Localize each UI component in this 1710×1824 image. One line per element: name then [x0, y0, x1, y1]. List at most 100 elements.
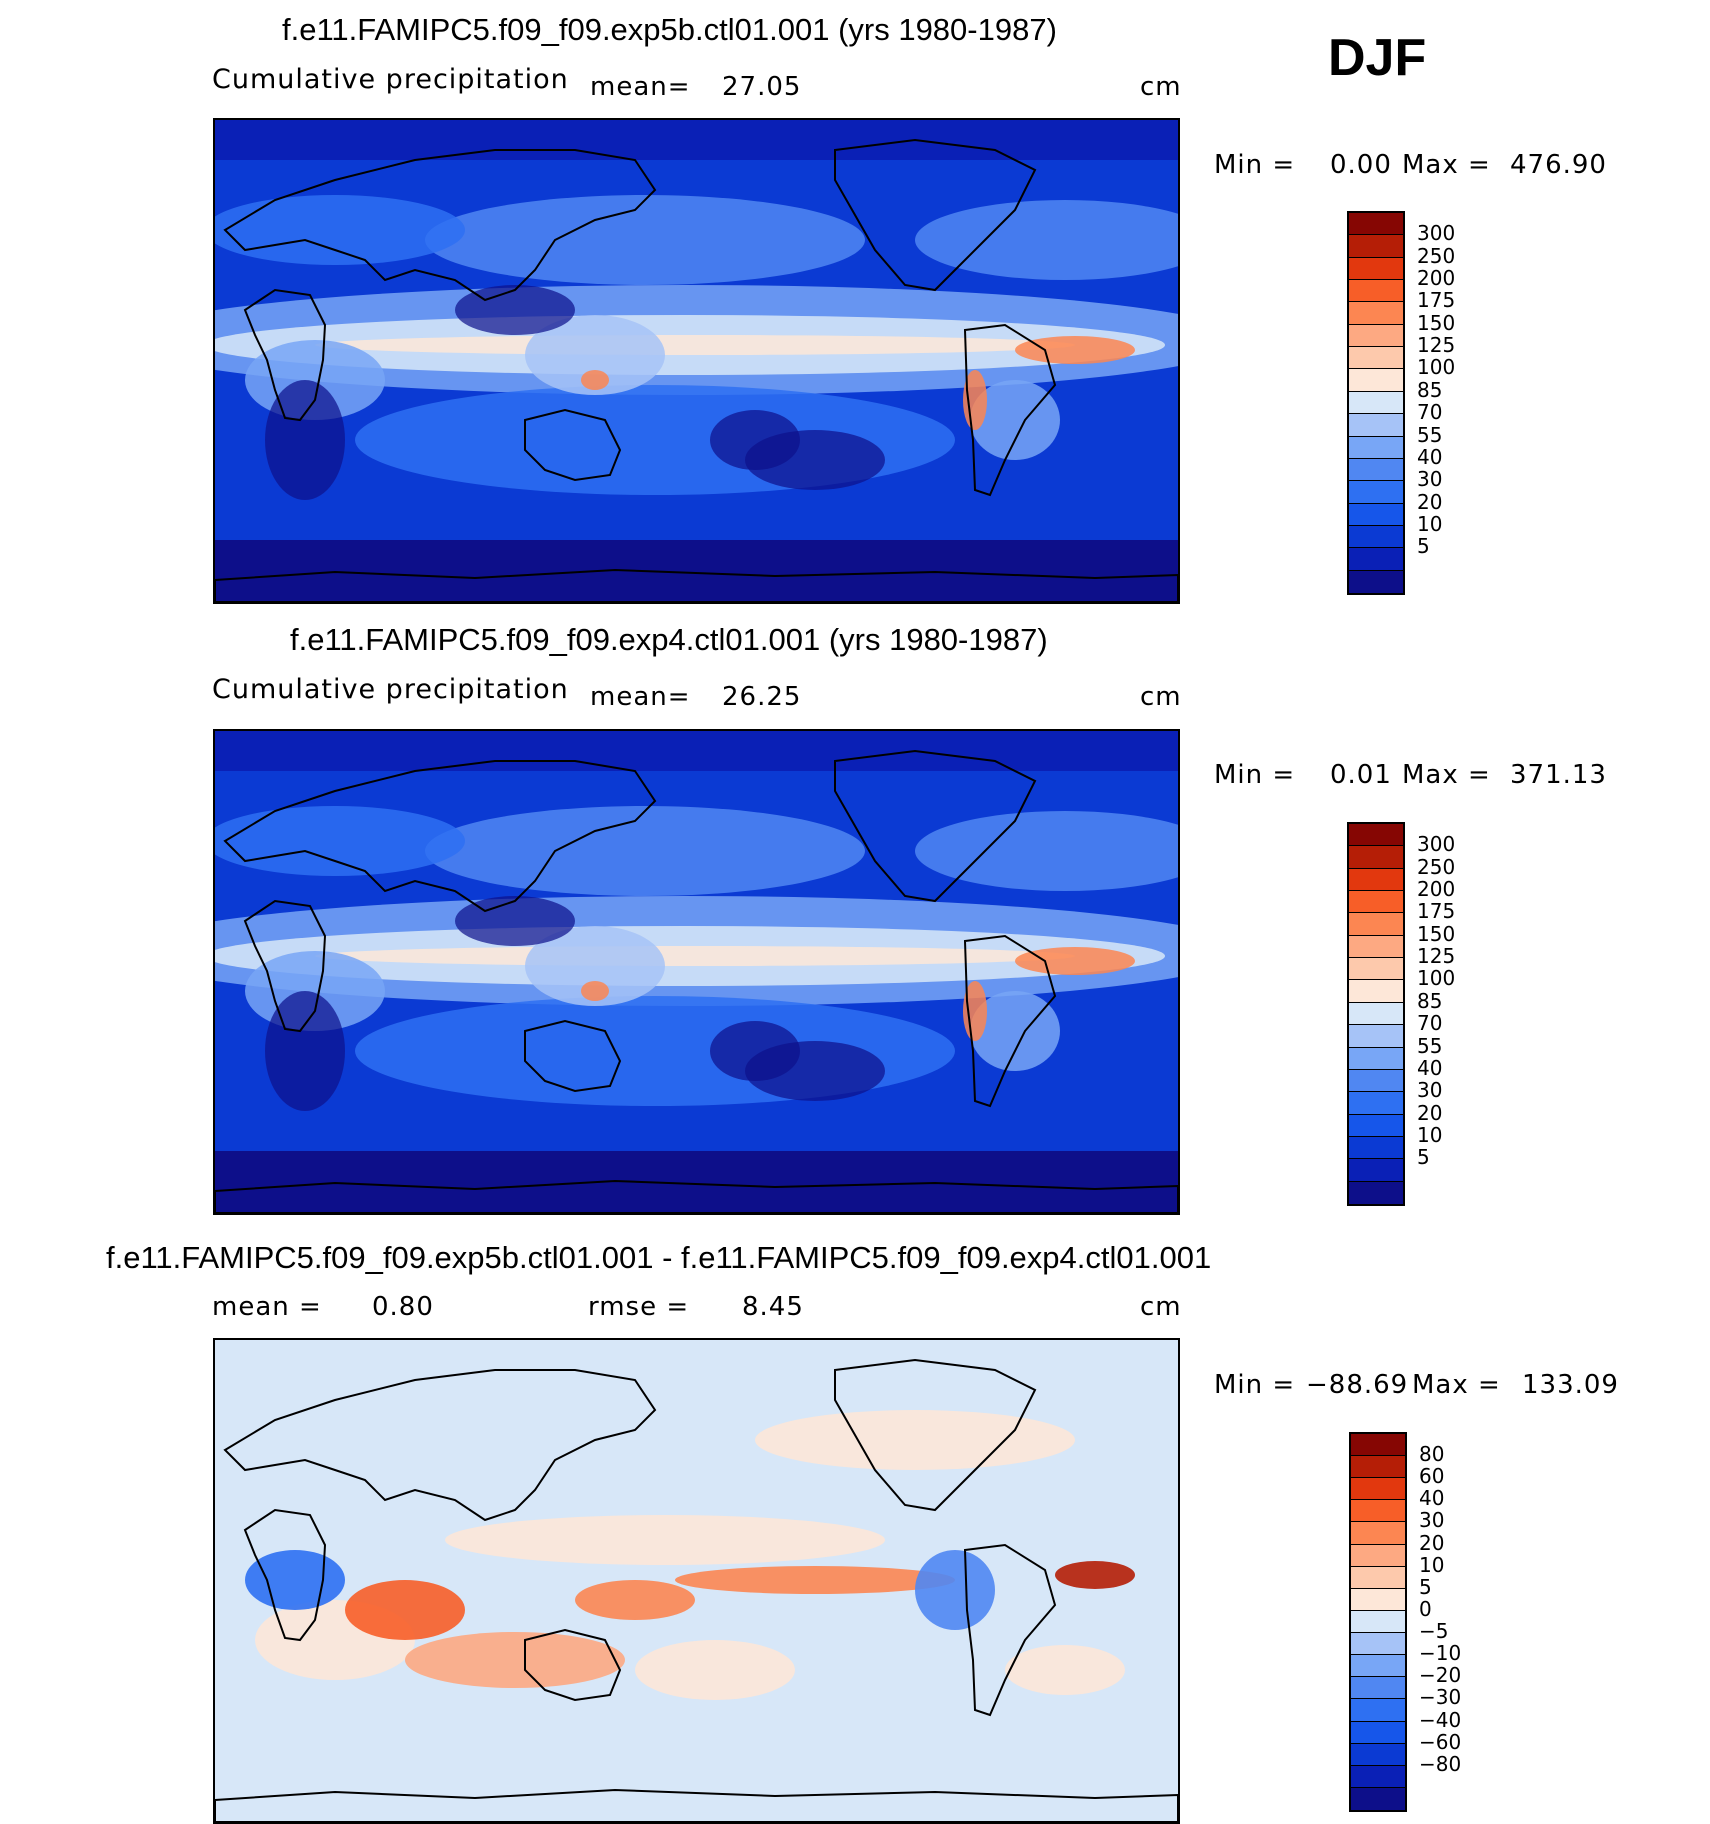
colorbar-swatch [1349, 1069, 1403, 1093]
panel1-max-value: 476.90 [1510, 150, 1607, 180]
colorbar-tick-label: 125 [1417, 333, 1456, 358]
colorbar-swatch [1349, 347, 1403, 370]
colorbar-tick-label: 150 [1417, 310, 1456, 335]
map-coastline [524, 1628, 622, 1702]
map-precip-region [915, 200, 1178, 280]
colorbar-tick-label: 55 [1417, 1033, 1443, 1058]
map-precip-region [970, 991, 1060, 1071]
colorbar-swatch [1349, 1092, 1403, 1115]
map-precip-region [215, 195, 465, 265]
panel1-mean-label: mean= [590, 72, 691, 102]
colorbar-tick-label: 40 [1417, 444, 1443, 469]
map-anomaly-region [915, 1550, 995, 1630]
panel1-max-label: Max = [1402, 150, 1491, 180]
colorbar-swatch [1349, 846, 1403, 869]
colorbar-tick-label: 250 [1417, 243, 1456, 268]
map-coastline [963, 934, 1057, 1108]
map-anomaly-region [345, 1580, 465, 1640]
panel2-units: cm [1140, 682, 1182, 712]
map-coastline [215, 1179, 1178, 1213]
panel3-rmse-label: rmse = [588, 1292, 690, 1322]
colorbar-tick-label: 85 [1417, 377, 1443, 402]
panel2-map-field [215, 731, 1178, 1213]
map-anomaly-region [635, 1640, 795, 1700]
panel3-max-label: Max = [1412, 1370, 1501, 1400]
colorbar-swatch [1351, 1500, 1405, 1523]
colorbar-swatch [1351, 1787, 1405, 1810]
map-precip-region [425, 806, 865, 896]
panel3-colorbar [1349, 1432, 1407, 1812]
map-precip-region [525, 315, 665, 395]
panel1-colorbar [1347, 211, 1405, 595]
colorbar-tick-label: 40 [1417, 1055, 1443, 1080]
colorbar-swatch [1349, 891, 1403, 914]
colorbar-tick-label: 85 [1417, 988, 1443, 1013]
colorbar-tick-label: 40 [1419, 1486, 1445, 1511]
colorbar-tick-label: −10 [1419, 1641, 1462, 1666]
colorbar-swatch [1349, 503, 1403, 526]
colorbar-tick-label: 100 [1417, 966, 1456, 991]
panel3-rmse-value: 8.45 [742, 1292, 804, 1322]
colorbar-tick-label: −5 [1419, 1619, 1449, 1644]
colorbar-swatch [1351, 1765, 1405, 1788]
colorbar-swatch [1349, 1025, 1403, 1048]
map-precip-region [1015, 947, 1135, 975]
colorbar-tick-label: 5 [1417, 1145, 1430, 1170]
colorbar-tick-label: −60 [1419, 1729, 1462, 1754]
colorbar-swatch [1351, 1677, 1405, 1700]
map-anomaly-region [245, 1550, 345, 1610]
map-coastline [223, 760, 657, 913]
panel2-max-value: 371.13 [1510, 760, 1607, 790]
colorbar-tick-label: 10 [1417, 511, 1443, 536]
map-precip-region [525, 926, 665, 1006]
colorbar-swatch [1349, 1002, 1403, 1026]
season-label: DJF [1328, 29, 1427, 87]
map-anomaly-region [575, 1580, 695, 1620]
colorbar-tick-label: 300 [1417, 832, 1456, 857]
colorbar-tick-label: 175 [1417, 288, 1456, 313]
colorbar-swatch [1349, 1047, 1403, 1070]
panel2-mean-label: mean= [590, 682, 691, 712]
colorbar-tick-label: 5 [1419, 1574, 1432, 1599]
panel3-map-field [215, 1340, 1178, 1822]
colorbar-swatch [1351, 1522, 1405, 1545]
colorbar-tick-label: 10 [1419, 1552, 1445, 1577]
colorbar-swatch [1349, 525, 1403, 549]
map-coastline [223, 1369, 657, 1522]
panel1-units: cm [1140, 72, 1182, 102]
map-dry-region [745, 1041, 885, 1101]
map-precip-region [315, 335, 1075, 355]
colorbar-swatch [1349, 481, 1403, 504]
colorbar-swatch [1349, 280, 1403, 303]
map-polar-band [215, 1151, 1178, 1213]
panel2-mean-value: 26.25 [722, 682, 802, 712]
panel2-min-label: Min = [1214, 760, 1296, 790]
colorbar-tick-label: 200 [1417, 877, 1456, 902]
map-coastline [223, 149, 657, 302]
colorbar-tick-label: 300 [1417, 221, 1456, 246]
panel1-min-label: Min = [1214, 150, 1296, 180]
map-polar-band [215, 540, 1178, 602]
panel3-min-label: Min = [1214, 1370, 1296, 1400]
colorbar-swatch [1349, 1136, 1403, 1160]
map-precip-region [581, 981, 609, 1001]
colorbar-swatch [1349, 1181, 1403, 1204]
map-coastline [834, 1358, 1037, 1512]
map-coastline [963, 1543, 1057, 1717]
colorbar-swatch [1349, 935, 1403, 959]
colorbar-swatch [1349, 324, 1403, 348]
colorbar-swatch [1349, 1114, 1403, 1137]
colorbar-tick-label: 60 [1419, 1464, 1445, 1489]
panel1-min-value: 0.00 [1330, 150, 1392, 180]
map-anomaly-region [445, 1515, 885, 1565]
map-anomaly-region [1005, 1645, 1125, 1695]
colorbar-swatch [1351, 1566, 1405, 1589]
colorbar-tick-label: 20 [1419, 1530, 1445, 1555]
colorbar-tick-label: 10 [1417, 1122, 1443, 1147]
panel3-title: f.e11.FAMIPC5.f09_f09.exp5b.ctl01.001 - … [106, 1240, 1212, 1275]
colorbar-tick-label: 30 [1417, 1078, 1443, 1103]
colorbar-swatch [1349, 958, 1403, 981]
colorbar-swatch [1349, 391, 1403, 415]
colorbar-tick-label: 80 [1419, 1442, 1445, 1467]
colorbar-tick-label: −20 [1419, 1663, 1462, 1688]
